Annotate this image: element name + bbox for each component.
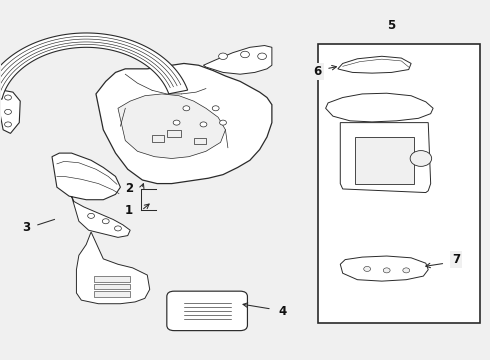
Circle shape xyxy=(4,109,11,114)
Text: 6: 6 xyxy=(313,65,321,78)
Circle shape xyxy=(364,266,370,271)
Circle shape xyxy=(383,268,390,273)
Polygon shape xyxy=(0,33,188,99)
Polygon shape xyxy=(167,130,181,137)
Polygon shape xyxy=(118,94,225,158)
Bar xyxy=(94,276,130,282)
Polygon shape xyxy=(194,138,206,144)
Text: 3: 3 xyxy=(22,221,30,234)
Polygon shape xyxy=(96,63,272,184)
Text: 4: 4 xyxy=(278,306,286,319)
Bar xyxy=(355,137,414,184)
Polygon shape xyxy=(203,45,272,74)
Polygon shape xyxy=(340,256,428,281)
Circle shape xyxy=(200,122,207,127)
Text: 1: 1 xyxy=(125,204,133,217)
Circle shape xyxy=(403,268,410,273)
Text: 5: 5 xyxy=(388,19,396,32)
Circle shape xyxy=(183,106,190,111)
Circle shape xyxy=(410,150,432,166)
Circle shape xyxy=(219,53,227,59)
Circle shape xyxy=(173,120,180,125)
FancyBboxPatch shape xyxy=(167,291,247,330)
Circle shape xyxy=(4,95,11,100)
Circle shape xyxy=(258,53,267,59)
Circle shape xyxy=(88,213,95,219)
Polygon shape xyxy=(76,232,150,304)
Polygon shape xyxy=(326,93,433,122)
Text: 2: 2 xyxy=(125,183,133,195)
Polygon shape xyxy=(52,153,121,200)
Polygon shape xyxy=(340,123,431,193)
Polygon shape xyxy=(338,56,411,73)
Polygon shape xyxy=(152,135,164,142)
Polygon shape xyxy=(72,196,130,237)
Bar xyxy=(318,44,480,323)
Circle shape xyxy=(115,226,122,231)
Circle shape xyxy=(220,120,226,125)
Circle shape xyxy=(241,51,249,58)
Text: 7: 7 xyxy=(452,253,460,266)
Polygon shape xyxy=(0,90,20,134)
Circle shape xyxy=(4,122,11,127)
Circle shape xyxy=(212,106,219,111)
Bar xyxy=(94,291,130,297)
Circle shape xyxy=(102,219,109,224)
Bar xyxy=(94,284,130,289)
